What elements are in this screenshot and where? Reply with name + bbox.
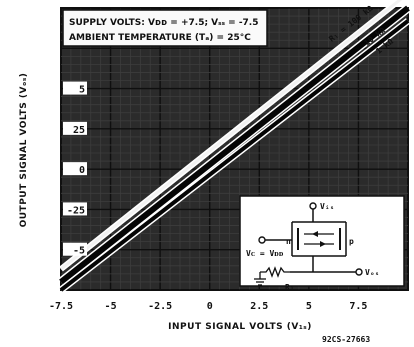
x-tick-label: 5 [306, 301, 312, 312]
y-tick-backing [63, 162, 87, 176]
x-axis-label: INPUT SIGNAL VOLTS (V₁ₛ) [168, 322, 312, 332]
x-tick-label: -5 [105, 301, 117, 312]
series-lines [58, 0, 411, 293]
y-tick-backing [63, 242, 87, 256]
x-tick-label: 2.5 [250, 301, 268, 312]
y-tick-label: -5 [73, 246, 85, 257]
y-tick-label: 5 [79, 85, 85, 96]
series-line-2 [59, 19, 410, 292]
circuit-inset: Vᵢₛ n p Vᴄ = Vᴅᴅ Vₒₛ Rₗ [239, 195, 405, 292]
y-tick-backing [63, 202, 87, 216]
x-tick-label: -7.5 [49, 301, 73, 312]
series-line-1 [59, 5, 410, 285]
series-line-0 [60, 0, 403, 271]
figure-code: 92CS-27663 [322, 335, 370, 344]
y-tick-label: 25 [73, 125, 85, 136]
y-tick-label: -25 [67, 205, 85, 216]
annotation-box [62, 9, 268, 47]
x-tick-label: 7.5 [349, 301, 367, 312]
circuit-label-vos: Vₒₛ [365, 268, 379, 277]
circuit-label-vdd: Vᴄ = Vᴅᴅ [246, 249, 284, 258]
y-tick-backing [63, 81, 87, 95]
y-tick-label: 0 [79, 165, 85, 176]
circuit-label-rl: Rₗ [285, 283, 295, 292]
circuit-label-p: p [349, 237, 354, 246]
y-tick-backing [63, 121, 87, 135]
annotation-line-2: AMBIENT TEMPERATURE (Tₐ) = 25°C [69, 33, 251, 43]
circuit-label-vis: Vᵢₛ [320, 202, 334, 211]
y-tick-labels: -5 -25 0 25 5 [63, 81, 87, 257]
x-tick-label: 0 [207, 301, 213, 312]
y-axis-label: OUTPUT SIGNAL VOLTS (Vₒₛ) [19, 73, 29, 228]
x-tick-label: -2.5 [148, 301, 172, 312]
circuit-label-n: n [286, 237, 291, 246]
annotation-line-1: SUPPLY VOLTS: Vᴅᴅ = +7.5; Vₛₛ = -7.5 [69, 18, 259, 28]
x-tick-labels: -7.5 -5 -2.5 0 2.5 5 7.5 [49, 301, 368, 312]
